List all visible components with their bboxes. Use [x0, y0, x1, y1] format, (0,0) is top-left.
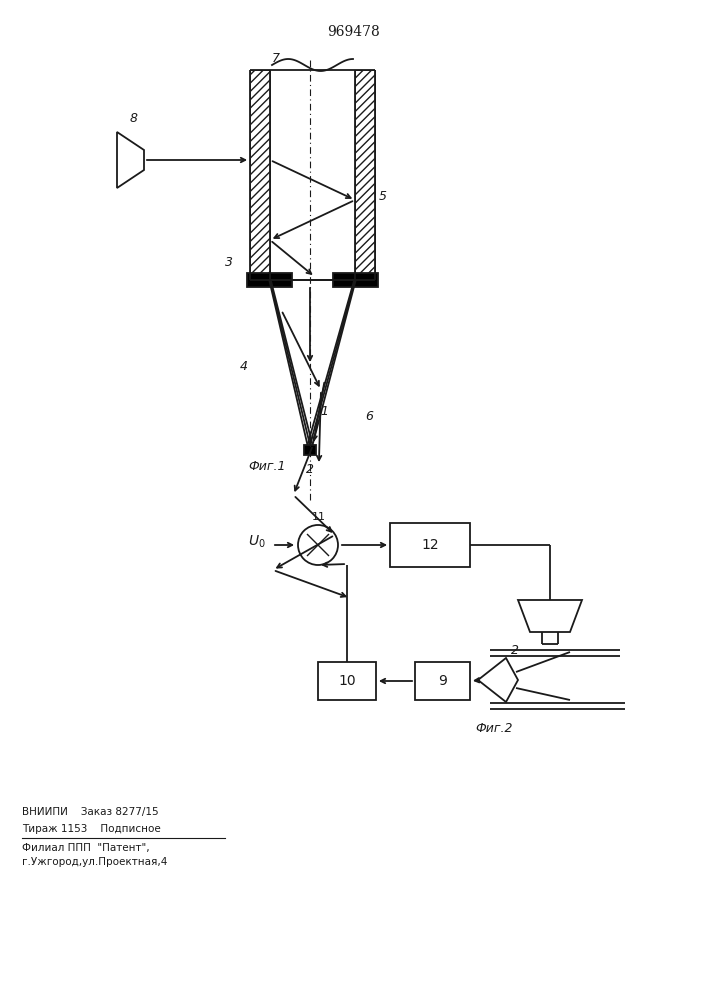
Bar	[355, 70, 375, 280]
Polygon shape	[117, 132, 144, 188]
Bar	[333, 273, 378, 287]
Bar	[250, 70, 270, 280]
Polygon shape	[518, 600, 582, 632]
Bar	[250, 70, 270, 280]
Text: Тираж 1153    Подписное: Тираж 1153 Подписное	[22, 824, 160, 834]
Bar	[247, 273, 292, 287]
Bar	[415, 662, 470, 700]
Text: $U_0$: $U_0$	[248, 534, 266, 550]
Text: 5: 5	[379, 190, 387, 203]
Text: 4: 4	[240, 360, 248, 373]
Text: 8: 8	[130, 112, 138, 125]
Bar	[304, 445, 316, 455]
Polygon shape	[478, 658, 518, 702]
Text: Фиг.2: Фиг.2	[475, 722, 513, 735]
Bar	[318, 662, 376, 700]
Text: 1: 1	[320, 405, 328, 418]
Text: 2: 2	[306, 463, 314, 476]
Text: ВНИИПИ    Заказ 8277/15: ВНИИПИ Заказ 8277/15	[22, 807, 158, 817]
Text: 9: 9	[438, 674, 447, 688]
Text: 3: 3	[225, 256, 233, 269]
Text: 12: 12	[421, 538, 439, 552]
Text: 6: 6	[365, 410, 373, 423]
Circle shape	[298, 525, 338, 565]
Bar	[390, 523, 470, 567]
Text: 2: 2	[511, 644, 519, 657]
Text: Фиг.1: Фиг.1	[248, 460, 286, 473]
Text: 7: 7	[272, 52, 280, 65]
Text: 11: 11	[312, 512, 326, 522]
Text: 10: 10	[338, 674, 356, 688]
Text: г.Ужгород,ул.Проектная,4: г.Ужгород,ул.Проектная,4	[22, 857, 168, 867]
Bar	[355, 70, 375, 280]
Text: Филиал ППП  "Патент",: Филиал ППП "Патент",	[22, 843, 150, 853]
Text: 969478: 969478	[327, 25, 380, 39]
